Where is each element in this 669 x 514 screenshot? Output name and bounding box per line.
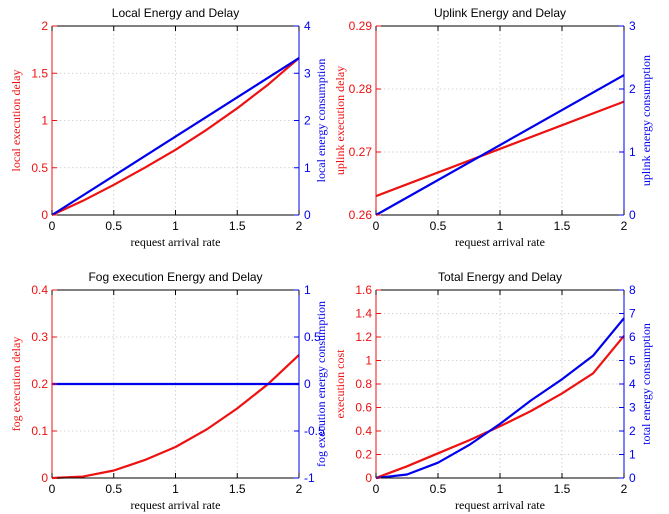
series-line-left bbox=[51, 57, 300, 216]
y-tick-label-left: 0.5 bbox=[31, 161, 48, 175]
x-tick-label: 1 bbox=[497, 482, 504, 496]
subplot-4: 0 0.5 1 1.5 200.20.40.60.811.21.41.601234567… bbox=[333, 270, 653, 512]
y-axis-label-right: local energy consumption bbox=[314, 59, 328, 183]
y-tick-label-right: 0 bbox=[629, 471, 636, 485]
x-axis-label: request arrival rate bbox=[131, 498, 221, 512]
y-tick-label-right: 3 bbox=[629, 19, 636, 33]
y-axis-label-left: uplink execution delay bbox=[333, 66, 347, 175]
y-tick-label-left: 1.6 bbox=[355, 283, 372, 297]
y-axis-label-left: local execution delay bbox=[9, 70, 23, 172]
x-tick-label: 2 bbox=[296, 219, 303, 233]
x-tick-label: 1.5 bbox=[554, 219, 571, 233]
x-tick-label: 1 bbox=[497, 219, 504, 233]
x-tick-label: 0 bbox=[49, 482, 56, 496]
y-tick-label-left: 2 bbox=[41, 19, 48, 33]
x-tick-label: 0 bbox=[49, 219, 56, 233]
y-tick-label-right: 5 bbox=[629, 354, 636, 368]
chart-title: Fog execution Energy and Delay bbox=[88, 270, 262, 284]
y-axis-label-right: fog execution energy consumption bbox=[314, 301, 328, 467]
x-tick-label: 1.5 bbox=[229, 482, 246, 496]
y-tick-label-left: 0.4 bbox=[31, 283, 48, 297]
x-axis-label: request arrival rate bbox=[131, 235, 221, 249]
x-tick-label: 0.5 bbox=[105, 482, 122, 496]
x-tick-label: 1.5 bbox=[229, 219, 246, 233]
x-tick-label: 0 bbox=[373, 219, 380, 233]
y-tick-label-left: 1.5 bbox=[31, 66, 48, 80]
x-tick-label: 0.5 bbox=[430, 219, 447, 233]
x-tick-label: 1 bbox=[172, 482, 179, 496]
y-tick-label-left: 0.2 bbox=[31, 377, 48, 391]
y-tick-label-left: 0 bbox=[41, 471, 48, 485]
subplot-2: 0 0.5 1 1.5 2 0.26 0.27 0.28 0.29 0 1 2 3 Uplink Ener… bbox=[333, 6, 653, 249]
y-tick-label-right: 8 bbox=[629, 283, 636, 297]
y-tick-label-left: 0.4 bbox=[355, 424, 372, 438]
y-tick-label-right: 4 bbox=[629, 377, 636, 391]
y-tick-label-right: 3 bbox=[629, 401, 636, 415]
y-tick-label-left: 1.2 bbox=[355, 330, 372, 344]
y-tick-label-right: 2 bbox=[629, 424, 636, 438]
series-line-right bbox=[51, 57, 300, 216]
x-tick-label: 2 bbox=[621, 219, 628, 233]
series-line-left bbox=[51, 354, 300, 480]
y-tick-label-left: 0.8 bbox=[355, 377, 372, 391]
y-tick-label-left: 0 bbox=[365, 471, 372, 485]
y-tick-label-left: 0 bbox=[41, 208, 48, 222]
y-tick-label-right: 3 bbox=[304, 66, 311, 80]
y-tick-label-right: 4 bbox=[304, 19, 311, 33]
chart-title: Local Energy and Delay bbox=[112, 6, 239, 20]
x-tick-label: 2 bbox=[296, 482, 303, 496]
y-tick-label-right: 0 bbox=[629, 208, 636, 222]
series-line-left bbox=[375, 100, 625, 198]
x-tick-label: 0 bbox=[373, 482, 380, 496]
y-tick-label-right: 0 bbox=[304, 208, 311, 222]
x-tick-label: 0.5 bbox=[105, 219, 122, 233]
x-tick-label: 0.5 bbox=[430, 482, 447, 496]
x-tick-label: 1 bbox=[172, 219, 179, 233]
y-tick-label-left: 0.27 bbox=[349, 145, 373, 159]
chart-title: Uplink Energy and Delay bbox=[434, 6, 566, 20]
y-tick-label-left: 0.26 bbox=[349, 208, 373, 222]
y-tick-label-left: 0.1 bbox=[31, 424, 48, 438]
y-tick-label-right: 6 bbox=[629, 330, 636, 344]
y-tick-label-right: -0.5 bbox=[304, 424, 325, 438]
y-tick-label-left: 1 bbox=[41, 114, 48, 128]
y-tick-label-left: 0.28 bbox=[349, 82, 373, 96]
y-tick-label-right: 0.5 bbox=[304, 330, 321, 344]
x-axis-label: request arrival rate bbox=[455, 498, 545, 512]
y-tick-label-right: 1 bbox=[304, 283, 311, 297]
y-axis-label-left: fog execution delay bbox=[9, 337, 23, 432]
y-tick-label-right: 0 bbox=[304, 377, 311, 391]
y-tick-label-right: 2 bbox=[304, 114, 311, 128]
series-line-right bbox=[375, 74, 625, 216]
y-axis-label-right: uplink energy consumption bbox=[639, 55, 653, 186]
x-tick-label: 1.5 bbox=[554, 482, 571, 496]
subplot-3: 0 0.5 1 1.5 2 0 0.1 0.2 0.3 0.4 -1 -0.5 0 0.5 1 Fog exe… bbox=[9, 270, 328, 512]
y-tick-label-left: 0.2 bbox=[355, 448, 372, 462]
series-line-left bbox=[375, 335, 625, 480]
chart-title: Total Energy and Delay bbox=[438, 270, 562, 284]
y-axis-label-left: execution cost bbox=[333, 349, 347, 419]
y-tick-label-left: 0.6 bbox=[355, 401, 372, 415]
series-line-right bbox=[375, 317, 625, 480]
y-tick-label-left: 0.29 bbox=[349, 19, 373, 33]
y-axis-label-right: total energy consumption bbox=[639, 323, 653, 445]
y-tick-label-right: 2 bbox=[629, 82, 636, 96]
y-tick-label-left: 1.4 bbox=[355, 307, 372, 321]
y-tick-label-right: 1 bbox=[629, 145, 636, 159]
y-tick-label-right: 7 bbox=[629, 307, 636, 321]
x-tick-label: 2 bbox=[621, 482, 628, 496]
y-tick-label-right: -1 bbox=[304, 471, 315, 485]
y-tick-label-right: 1 bbox=[629, 448, 636, 462]
x-axis-label: request arrival rate bbox=[455, 235, 545, 249]
y-tick-label-left: 1 bbox=[365, 354, 372, 368]
y-tick-label-right: 1 bbox=[304, 161, 311, 175]
y-tick-label-left: 0.3 bbox=[31, 330, 48, 344]
